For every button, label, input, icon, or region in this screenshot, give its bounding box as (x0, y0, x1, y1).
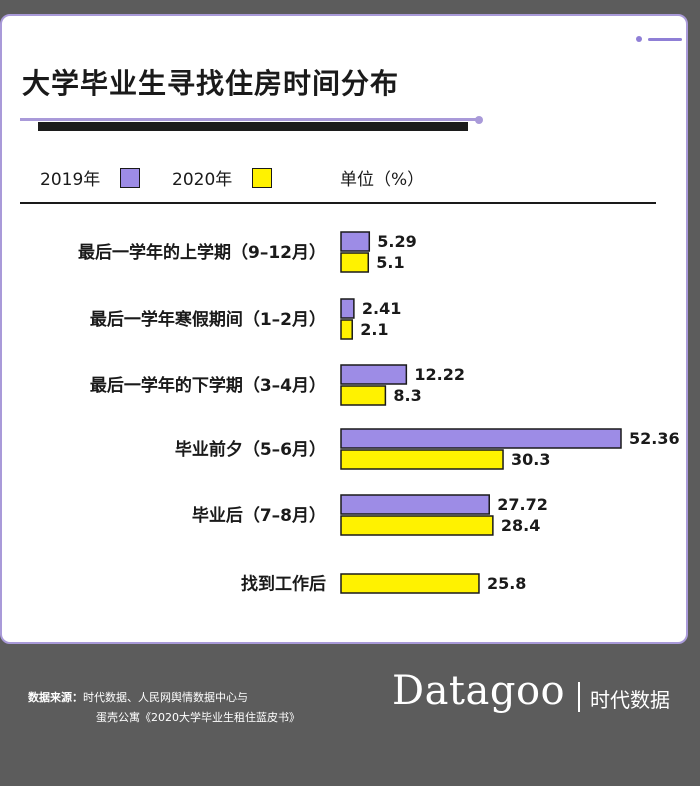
source-line-2: 蛋壳公寓《2020大学毕业生租住蓝皮书》 (96, 711, 300, 724)
title-underline-bar (38, 122, 468, 131)
data-label: 12.22 (414, 365, 465, 384)
corner-accent-dot (636, 36, 642, 42)
category-label: 找到工作后 (241, 574, 326, 595)
bar-2020年 (340, 573, 480, 594)
title-underline-accent (20, 118, 476, 121)
bar-2020年 (340, 252, 370, 273)
source-line-1: 时代数据、人民网舆情数据中心与 (83, 691, 248, 704)
bar-2019年 (340, 364, 408, 385)
corner-accent-line (648, 38, 682, 41)
legend-swatch-2019 (120, 168, 140, 188)
unit-label: 单位（%） (340, 170, 425, 190)
data-label: 27.72 (497, 495, 548, 514)
chart-title: 大学毕业生寻找住房时间分布 (22, 67, 400, 100)
data-source: 数据来源：时代数据、人民网舆情数据中心与 蛋壳公寓《2020大学毕业生租住蓝皮书… (28, 688, 300, 728)
logo-separator (578, 682, 580, 712)
bar-2019年 (340, 298, 355, 319)
data-label: 2.41 (362, 299, 401, 318)
data-label: 5.1 (376, 253, 404, 272)
category-label: 最后一学年的下学期（3–4月） (90, 375, 326, 396)
bar-2020年 (340, 515, 494, 536)
bar-2020年 (340, 319, 353, 340)
bar-2019年 (340, 494, 490, 515)
header-rule (20, 202, 656, 204)
legend-label-2020: 2020年 (172, 170, 233, 190)
bar-2020年 (340, 385, 387, 406)
logo-chinese-text: 时代数据 (590, 688, 670, 712)
data-label: 2.1 (360, 320, 388, 339)
bar-2019年 (340, 231, 371, 252)
data-label: 52.36 (629, 429, 680, 448)
data-label: 5.29 (377, 232, 416, 251)
category-label: 毕业前夕（5–6月） (175, 439, 326, 460)
datagoo-logo: Datagoo (392, 668, 566, 714)
category-label: 最后一学年寒假期间（1–2月） (90, 309, 326, 330)
bar-2019年 (340, 428, 622, 449)
bar-2020年 (340, 449, 504, 470)
data-label: 8.3 (393, 386, 421, 405)
legend-label-2019: 2019年 (40, 170, 101, 190)
source-label: 数据来源： (28, 691, 83, 704)
data-label: 28.4 (501, 516, 540, 535)
data-label: 30.3 (511, 450, 550, 469)
title-underline-dot (475, 116, 483, 124)
data-label: 25.8 (487, 574, 526, 593)
category-label: 毕业后（7–8月） (192, 505, 326, 526)
category-label: 最后一学年的上学期（9–12月） (78, 242, 326, 263)
legend-swatch-2020 (252, 168, 272, 188)
